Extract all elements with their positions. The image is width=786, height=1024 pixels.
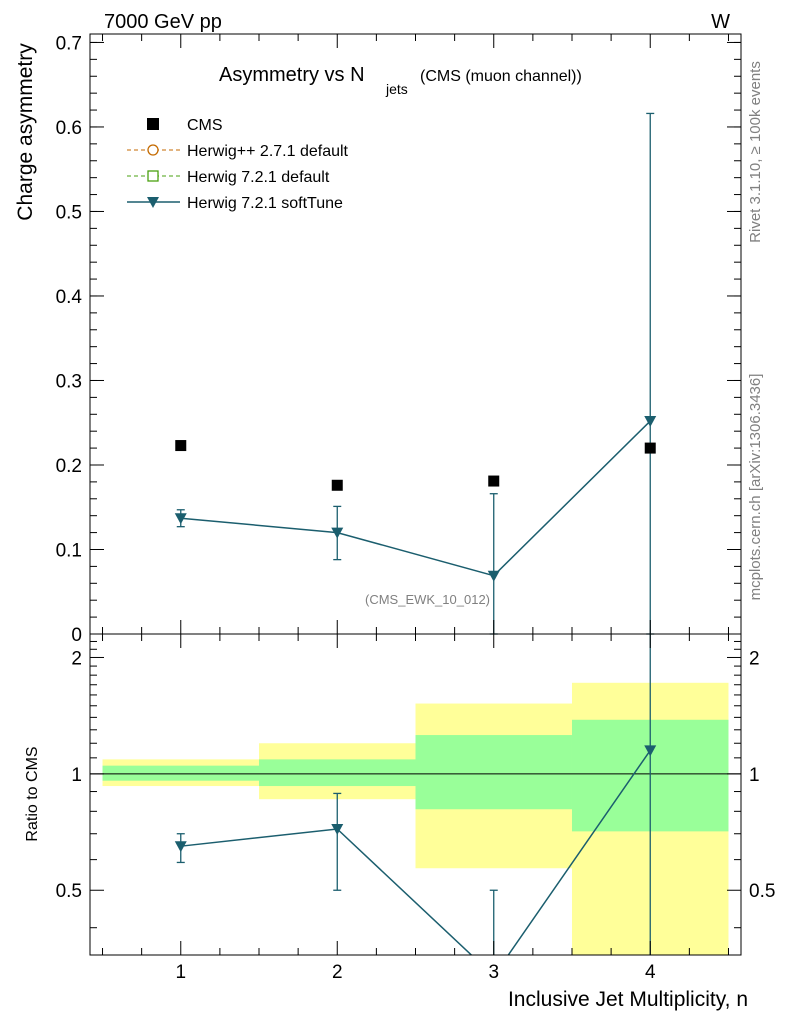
legend-label-cms: CMS [187, 117, 223, 134]
main-y-tick-label: 0.6 [56, 118, 82, 139]
ratio-x-tick-label: 1 [175, 962, 186, 983]
softtune-point [644, 416, 657, 428]
ratio-y-tick-label-right: 1 [749, 765, 760, 786]
chart-title: Asymmetry vs N [219, 64, 365, 86]
legend-marker-herwig721 [147, 170, 159, 182]
analysis-tag: (CMS_EWK_10_012) [365, 592, 490, 607]
main-y-axis-label: Charge asymmetry [14, 43, 37, 221]
main-y-tick-label: 0.1 [56, 540, 82, 561]
cms-data-point [644, 442, 656, 454]
ratio-marks [174, 634, 657, 955]
ratio-softtune-point [331, 824, 344, 836]
ratio-x-ticks: 1 2 3 4 [102, 634, 729, 983]
ratio-inner-band [415, 735, 572, 810]
legend: CMS Herwig++ 2.7.1 default Herwig 7.2.1 … [127, 117, 349, 212]
ratio-x-tick-label: 2 [332, 962, 343, 983]
rivet-label: Rivet 3.1.10, ≥ 100k events [747, 61, 764, 243]
legend-label-herwigpp: Herwig++ 2.7.1 default [187, 143, 349, 160]
cms-data-point [488, 475, 500, 487]
softtune-point [174, 513, 187, 525]
ratio-y-axis-label: Ratio to CMS [24, 746, 41, 841]
ratio-y-tick-label-right: 0.5 [749, 881, 775, 902]
ratio-inner-band [259, 759, 416, 787]
chart-title-subscript: jets [385, 81, 408, 97]
main-marks [174, 112, 657, 635]
ratio-y-tick-label: 2 [71, 648, 82, 669]
ratio-x-tick-label: 4 [645, 962, 656, 983]
ratio-softtune-line [180, 749, 651, 955]
ratio-bands [90, 682, 741, 955]
ratio-inner-band [102, 765, 260, 781]
legend-marker-cms [147, 118, 159, 130]
ratio-y-tick-label: 1 [71, 765, 82, 786]
mcplots-label: mcplots.cern.ch [arXiv:1306.3436] [747, 374, 764, 601]
softtune-line [180, 420, 651, 577]
main-x-ticks [102, 34, 729, 634]
ratio-y-tick-label: 0.5 [56, 881, 82, 902]
cms-data-point [331, 479, 343, 491]
softtune-point [331, 527, 344, 539]
main-y-tick-label: 0.2 [56, 456, 82, 477]
chart-title-extra: (CMS (muon channel)) [420, 68, 582, 85]
main-y-tick-label: 0 [71, 625, 82, 646]
x-axis-label: Inclusive Jet Multiplicity, n [508, 988, 748, 1011]
ratio-softtune-point [644, 745, 657, 757]
main-y-tick-label: 0.3 [56, 371, 82, 392]
legend-label-herwig721: Herwig 7.2.1 default [187, 169, 330, 186]
ratio-softtune-point [174, 841, 187, 853]
legend-marker-herwigpp [147, 144, 159, 156]
main-panel: 00.10.20.30.40.50.60.7 Charge asymmetry … [14, 33, 742, 646]
process-label: W [711, 11, 730, 33]
main-y-tick-label: 0.5 [56, 202, 82, 223]
softtune-point [487, 570, 500, 582]
cms-data-point [175, 440, 187, 452]
legend-label-softtune: Herwig 7.2.1 softTune [187, 195, 343, 212]
ratio-panel: 0.5 0.5 1 1 2 2 1 2 3 4 Ratio to CMS Inclusive J… [24, 633, 775, 1011]
main-y-tick-label: 0.4 [56, 287, 83, 308]
legend-marker-softtune [147, 197, 159, 208]
ratio-y-ticks: 0.5 0.5 1 1 2 2 [56, 640, 775, 929]
main-y-ticks: 0 0.1 0.2 0.3 0.4 0.5 0.6 0.7 [56, 33, 741, 646]
energy-label: 7000 GeV pp [104, 11, 222, 33]
ratio-y-tick-label-right: 2 [749, 648, 760, 669]
ratio-clipped-group [174, 634, 657, 955]
ratio-x-tick-label: 3 [488, 962, 499, 983]
ratio-frame [89, 633, 742, 956]
main-y-tick-label: 0.7 [56, 33, 82, 54]
